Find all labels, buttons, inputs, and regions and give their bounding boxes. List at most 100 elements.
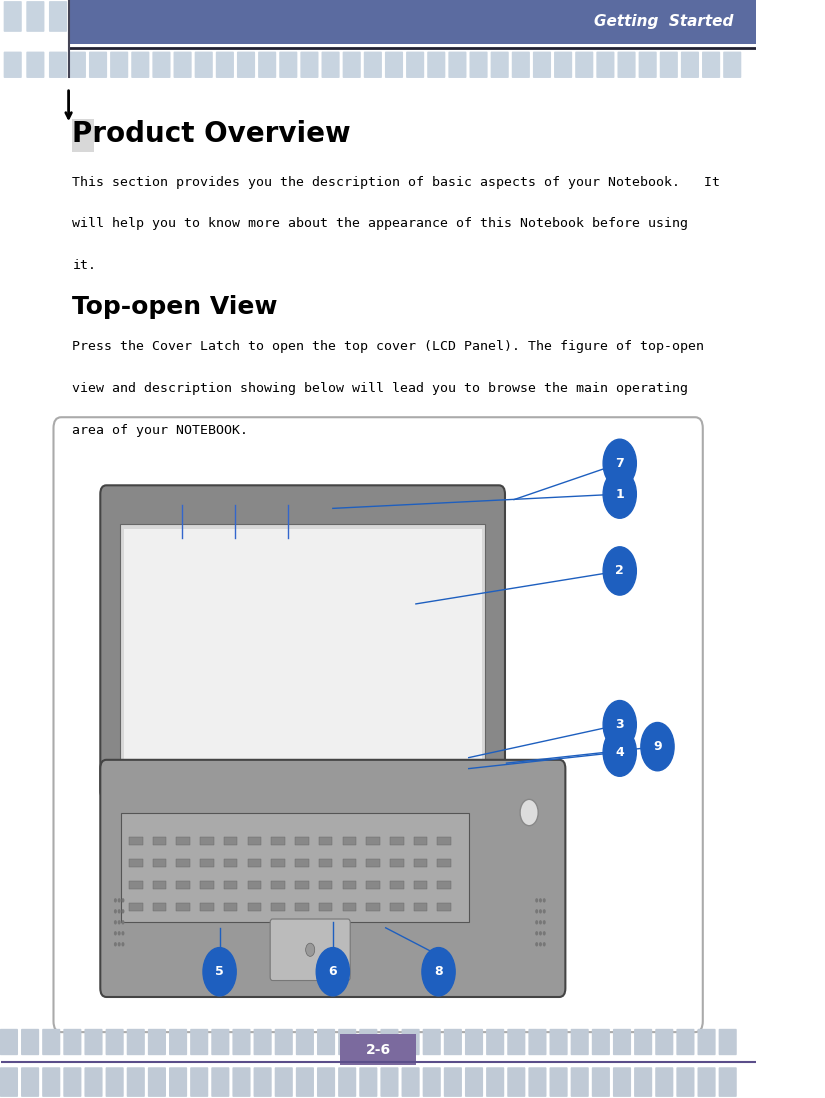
Circle shape [203,948,236,996]
FancyBboxPatch shape [634,1067,653,1097]
FancyBboxPatch shape [571,1029,589,1055]
FancyBboxPatch shape [571,1067,589,1097]
FancyBboxPatch shape [84,1029,102,1055]
Bar [413,837,427,845]
FancyBboxPatch shape [448,52,466,78]
Bar [200,837,214,845]
Bar [153,837,167,845]
FancyBboxPatch shape [422,1067,441,1097]
FancyBboxPatch shape [444,1067,462,1097]
FancyBboxPatch shape [660,52,678,78]
FancyBboxPatch shape [3,52,21,78]
FancyBboxPatch shape [364,52,382,78]
FancyBboxPatch shape [592,1067,610,1097]
FancyBboxPatch shape [317,1029,335,1055]
FancyBboxPatch shape [359,1029,377,1055]
Text: 9: 9 [653,740,662,753]
FancyBboxPatch shape [237,52,255,78]
Bar [200,881,214,889]
Bar [295,837,309,845]
Circle shape [118,942,120,946]
FancyBboxPatch shape [101,760,565,997]
Text: Getting  Started: Getting Started [594,14,733,30]
FancyBboxPatch shape [655,1067,673,1097]
Text: Press the Cover Latch to open the top cover (LCD Panel). The figure of top-open: Press the Cover Latch to open the top co… [73,340,705,354]
FancyBboxPatch shape [148,1067,166,1097]
Text: 6: 6 [328,965,337,978]
Bar [129,881,143,889]
Bar [248,903,262,911]
FancyBboxPatch shape [26,1,45,32]
Circle shape [422,948,455,996]
Circle shape [121,942,125,946]
FancyBboxPatch shape [253,1029,271,1055]
FancyBboxPatch shape [406,52,424,78]
FancyBboxPatch shape [26,52,45,78]
Bar [295,903,309,911]
FancyBboxPatch shape [258,52,276,78]
Bar [366,837,380,845]
Circle shape [114,920,117,925]
FancyBboxPatch shape [592,1029,610,1055]
FancyBboxPatch shape [486,1067,504,1097]
Circle shape [114,909,117,914]
Bar [437,859,451,867]
Bar [224,859,238,867]
FancyBboxPatch shape [681,52,699,78]
Bar [366,859,380,867]
Bar [114,785,492,802]
Circle shape [535,920,538,925]
FancyBboxPatch shape [101,485,505,799]
FancyBboxPatch shape [211,1029,229,1055]
Bar [318,837,332,845]
Bar [153,903,167,911]
FancyBboxPatch shape [169,1029,187,1055]
FancyBboxPatch shape [549,1067,568,1097]
FancyBboxPatch shape [380,1067,398,1097]
Bar [177,859,190,867]
FancyBboxPatch shape [49,1,67,32]
FancyBboxPatch shape [697,1067,715,1097]
Bar [177,837,190,845]
Text: view and description showing below will lead you to browse the main operating: view and description showing below will … [73,382,688,395]
FancyBboxPatch shape [148,1029,166,1055]
Circle shape [543,920,546,925]
Circle shape [121,920,125,925]
FancyBboxPatch shape [275,1067,293,1097]
Circle shape [603,439,636,488]
Circle shape [543,942,546,946]
FancyBboxPatch shape [275,1029,293,1055]
Bar [341,1034,416,1065]
Circle shape [114,931,117,935]
FancyBboxPatch shape [359,1067,377,1097]
FancyBboxPatch shape [106,1067,124,1097]
Text: 3: 3 [615,718,624,731]
FancyBboxPatch shape [89,52,107,78]
Bar [437,881,451,889]
Text: Product Overview: Product Overview [73,120,351,148]
Bar [342,859,356,867]
Circle shape [118,898,120,903]
Text: 2-6: 2-6 [365,1043,391,1056]
FancyBboxPatch shape [724,52,742,78]
FancyBboxPatch shape [233,1029,251,1055]
FancyBboxPatch shape [533,52,551,78]
Bar [318,903,332,911]
Bar [366,881,380,889]
Bar [129,837,143,845]
FancyBboxPatch shape [596,52,615,78]
FancyBboxPatch shape [634,1029,653,1055]
Bar [248,881,262,889]
Bar [153,859,167,867]
Circle shape [114,942,117,946]
Text: 2: 2 [615,564,624,578]
Bar [129,903,143,911]
FancyBboxPatch shape [42,1067,60,1097]
FancyBboxPatch shape [64,1067,82,1097]
FancyBboxPatch shape [402,1067,420,1097]
FancyBboxPatch shape [300,52,318,78]
FancyBboxPatch shape [216,52,234,78]
Bar [437,837,451,845]
Bar [200,903,214,911]
Circle shape [121,931,125,935]
